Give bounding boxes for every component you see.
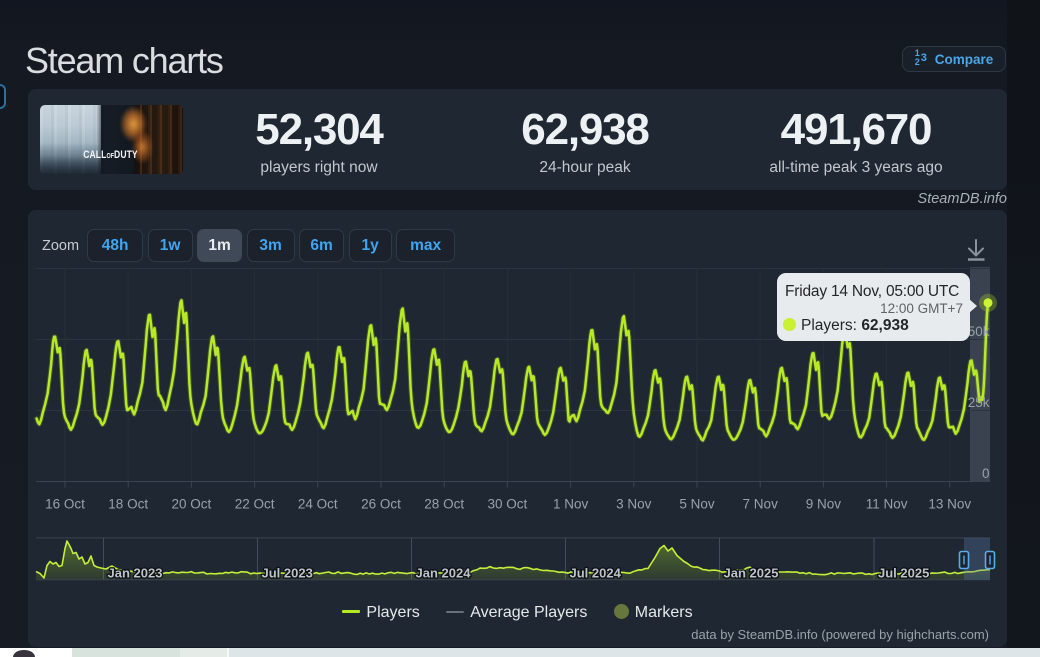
svg-text:28 Oct: 28 Oct — [424, 497, 464, 512]
svg-text:5 Nov: 5 Nov — [679, 497, 715, 512]
svg-text:Jan 2024: Jan 2024 — [416, 566, 472, 581]
svg-text:Jul 2025: Jul 2025 — [878, 566, 929, 581]
svg-text:Jan 2025: Jan 2025 — [724, 566, 779, 581]
svg-text:1 Nov: 1 Nov — [553, 497, 589, 512]
svg-text:18 Oct: 18 Oct — [108, 497, 148, 512]
svg-text:25k: 25k — [968, 395, 990, 410]
svg-text:Jan 2023: Jan 2023 — [108, 566, 163, 581]
svg-text:24 Oct: 24 Oct — [298, 497, 338, 512]
svg-text:0: 0 — [982, 466, 990, 481]
svg-text:13 Nov: 13 Nov — [928, 497, 971, 512]
svg-text:16 Oct: 16 Oct — [45, 497, 85, 512]
svg-text:20 Oct: 20 Oct — [172, 497, 212, 512]
svg-text:3 Nov: 3 Nov — [616, 497, 652, 512]
svg-text:Jul 2023: Jul 2023 — [262, 566, 313, 581]
svg-text:26 Oct: 26 Oct — [361, 497, 401, 512]
svg-text:22 Oct: 22 Oct — [235, 497, 275, 512]
svg-text:Jul 2024: Jul 2024 — [570, 566, 622, 581]
svg-text:11 Nov: 11 Nov — [866, 497, 908, 512]
svg-text:7 Nov: 7 Nov — [743, 497, 779, 512]
svg-text:50k: 50k — [968, 324, 990, 339]
svg-text:9 Nov: 9 Nov — [806, 497, 842, 512]
svg-text:30 Oct: 30 Oct — [488, 497, 528, 512]
